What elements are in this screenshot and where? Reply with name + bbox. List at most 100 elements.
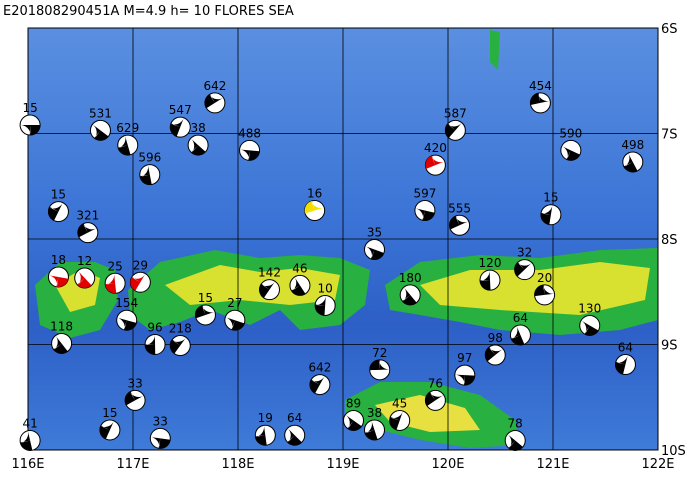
beachball: 35 <box>364 226 385 261</box>
depth-label: 96 <box>147 321 162 335</box>
ball-quadrant <box>315 295 326 316</box>
depth-label: 531 <box>89 106 112 120</box>
x-tick-label: 118E <box>221 457 254 472</box>
beachball: 498 <box>621 138 644 173</box>
beachball: 547 <box>169 103 192 138</box>
depth-label: 642 <box>308 361 331 375</box>
depth-label: 97 <box>457 351 472 365</box>
depth-label: 587 <box>444 106 467 120</box>
beachball: 96 <box>144 321 166 355</box>
beachball: 180 <box>399 271 422 306</box>
x-tick-label: 116E <box>11 457 44 472</box>
depth-label: 321 <box>76 209 99 223</box>
depth-label: 218 <box>169 322 192 336</box>
beachball: 15 <box>19 101 41 136</box>
depth-label: 15 <box>51 188 66 202</box>
ball-quadrant <box>454 374 475 386</box>
depth-label: 488 <box>238 126 261 140</box>
depth-label: 78 <box>508 417 523 431</box>
ball-quadrant <box>125 391 144 406</box>
ball-quadrant <box>623 153 638 172</box>
ball-quadrant <box>615 354 628 375</box>
beachball: 38 <box>364 406 385 441</box>
depth-label: 72 <box>372 346 387 360</box>
beachball: 18 <box>47 253 69 288</box>
depth-label: 64 <box>513 311 528 325</box>
beachball: 597 <box>413 187 436 222</box>
beachball: 46 <box>289 261 311 296</box>
ball-quadrant <box>507 434 523 451</box>
ball-quadrant <box>105 273 117 294</box>
depth-label: 590 <box>559 126 582 140</box>
ball-quadrant <box>365 246 384 260</box>
depth-label: 27 <box>227 296 242 310</box>
ball-quadrant <box>534 284 555 297</box>
beachball: 118 <box>50 319 73 354</box>
depth-label: 38 <box>190 121 205 135</box>
depth-label: 10 <box>318 281 333 295</box>
depth-label: 89 <box>346 396 361 410</box>
depth-label: 15 <box>543 191 558 205</box>
depth-label: 38 <box>367 406 382 420</box>
depth-label: 555 <box>448 201 471 215</box>
depth-label: 597 <box>413 187 436 201</box>
ball-quadrant <box>77 223 97 238</box>
depth-label: 25 <box>108 259 123 273</box>
beachball: 20 <box>534 271 556 306</box>
beachball: 590 <box>559 126 582 161</box>
ball-quadrant <box>445 122 462 138</box>
beachball: 642 <box>203 79 226 114</box>
depth-label: 41 <box>22 417 37 431</box>
beachball: 64 <box>509 311 531 346</box>
ball-quadrant <box>48 275 69 287</box>
ball-quadrant <box>402 287 417 305</box>
depth-label: 629 <box>116 121 139 135</box>
ball-quadrant <box>364 420 378 440</box>
beachball: 76 <box>424 376 446 411</box>
depth-label: 35 <box>367 226 382 240</box>
beachball: 78 <box>504 417 526 452</box>
ball-quadrant <box>389 411 403 430</box>
ball-quadrant <box>255 425 267 446</box>
ball-quadrant <box>170 117 184 137</box>
ball-quadrant <box>20 430 33 451</box>
beachball: 32 <box>514 246 536 281</box>
y-tick-label: 8S <box>661 233 678 248</box>
beachball: 154 <box>115 296 138 331</box>
depth-label: 642 <box>203 79 226 93</box>
ball-quadrant <box>139 164 152 185</box>
beachball: 12 <box>74 254 96 289</box>
x-tick-label: 119E <box>326 457 359 472</box>
depth-label: 76 <box>428 376 443 390</box>
y-tick-label: 6S <box>661 22 678 37</box>
ball-quadrant <box>20 125 41 136</box>
ball-quadrant <box>150 437 171 449</box>
ball-quadrant <box>92 124 109 141</box>
beachball: 25 <box>104 259 126 294</box>
beachball: 15 <box>47 188 69 223</box>
beachball: 89 <box>343 396 364 431</box>
y-tick-label: 7S <box>661 128 678 143</box>
depth-label: 12 <box>77 254 92 268</box>
beachball: 45 <box>389 396 411 431</box>
depth-label: 498 <box>621 138 644 152</box>
depth-label: 118 <box>50 319 73 333</box>
ball-quadrant <box>259 281 276 298</box>
depth-label: 120 <box>479 256 502 270</box>
depth-label: 64 <box>287 411 302 425</box>
beachball: 15 <box>99 406 121 441</box>
beachball: 120 <box>479 256 502 291</box>
beachball: 420 <box>424 141 447 176</box>
x-tick-label: 121E <box>536 457 569 472</box>
beachball: 64 <box>614 341 636 376</box>
beachball: 19 <box>254 411 276 446</box>
ball-quadrant <box>425 391 444 407</box>
depth-label: 33 <box>153 414 168 428</box>
ball-quadrant <box>77 270 92 289</box>
beachball: 531 <box>89 106 112 141</box>
depth-label: 420 <box>424 141 447 155</box>
beachball: 38 <box>187 121 209 156</box>
y-tick-label: 9S <box>661 339 678 354</box>
beachball: 130 <box>578 302 601 337</box>
